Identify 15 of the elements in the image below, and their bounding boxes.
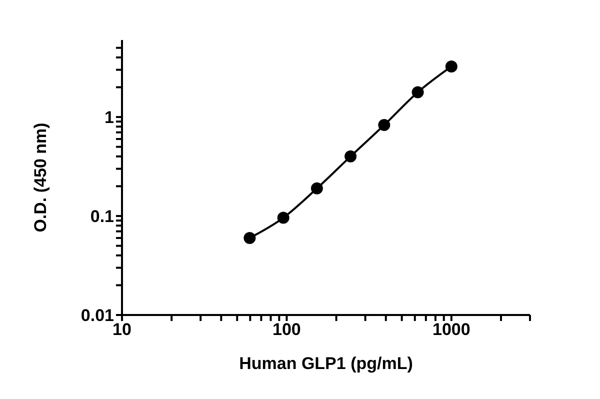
y-tick-label: 0.1 [90,207,114,226]
y-tick-label: 1 [104,108,114,128]
x-tick-label: 1000 [432,320,470,340]
x-tick-label: 10 [112,320,132,340]
point [412,86,424,98]
point [244,232,256,244]
point [445,60,458,72]
y-tick-label: 0.01 [80,306,114,326]
point [277,212,290,224]
x-axis-title: Human GLP1 (pg/mL) [239,354,413,373]
x-tick-label: 100 [272,320,301,340]
point [378,119,390,132]
point [310,182,323,194]
point [344,150,357,162]
y-axis-title: O.D. (450 nm) [31,122,50,232]
